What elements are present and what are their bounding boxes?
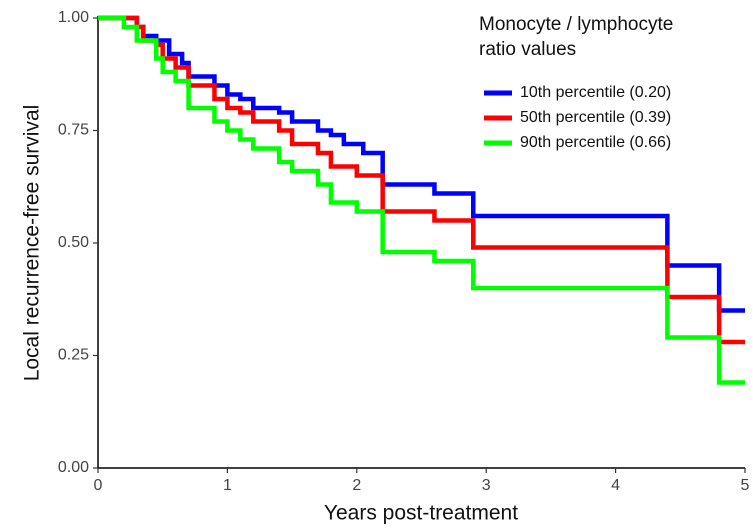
y-tick-label: 0.75 [58,122,89,139]
x-axis-title: Years post-treatment [324,502,518,525]
x-tick-label: 4 [611,477,620,494]
x-tick-label: 0 [94,477,103,494]
survival-line [98,15,745,313]
y-tick-label: 1.00 [58,9,89,26]
legend-label: 50th percentile (0.39) [520,109,671,126]
y-tick-label: 0.25 [58,347,89,364]
legend-label: 90th percentile (0.66) [520,134,671,151]
legend-title: Monocyte / lymphocyte [479,14,673,35]
y-tick-label: 0.50 [58,234,89,251]
survival-line [98,15,745,385]
legend-label: 10th percentile (0.20) [520,84,671,101]
y-tick-label: 0.00 [58,459,89,476]
x-tick-label: 1 [223,477,232,494]
survival-line [98,15,745,345]
y-axis-title: Local recurrence-free survival [21,105,44,382]
x-tick-label: 2 [352,477,361,494]
x-tick-label: 5 [741,477,750,494]
legend-title: ratio values [479,39,576,60]
x-tick-label: 3 [482,477,491,494]
